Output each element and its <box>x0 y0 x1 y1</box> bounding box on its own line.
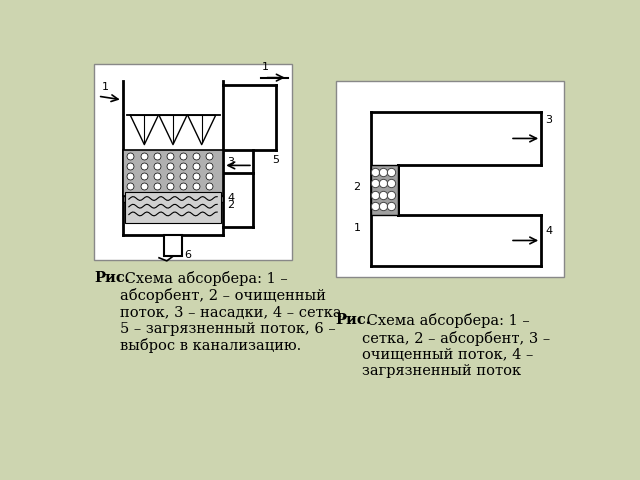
Bar <box>371 166 397 216</box>
Bar <box>164 235 182 256</box>
Text: 1: 1 <box>102 82 109 92</box>
Text: 3: 3 <box>227 157 234 168</box>
Bar <box>123 196 223 203</box>
Text: 4: 4 <box>227 193 234 203</box>
Text: 4: 4 <box>545 226 552 236</box>
Bar <box>336 81 564 277</box>
Text: 5: 5 <box>272 155 279 165</box>
Bar <box>125 192 221 223</box>
Text: 1: 1 <box>262 62 269 72</box>
Text: Схема абсорбера: 1 –
абсорбент, 2 – очищенный
поток, 3 – насадки, 4 – сетка,
5 –: Схема абсорбера: 1 – абсорбент, 2 – очищ… <box>120 271 347 353</box>
Text: Схема абсорбера: 1 –
сетка, 2 – абсорбент, 3 –
очищенный поток, 4 –
загрязненный: Схема абсорбера: 1 – сетка, 2 – абсорбен… <box>362 313 550 378</box>
Text: Рис.: Рис. <box>336 313 371 327</box>
Bar <box>123 150 223 196</box>
Text: 2: 2 <box>227 200 234 210</box>
Bar <box>94 64 292 260</box>
Text: 6: 6 <box>184 250 191 260</box>
Text: 1: 1 <box>353 223 360 233</box>
Text: 3: 3 <box>545 115 552 125</box>
Text: Рис.: Рис. <box>94 271 130 285</box>
Text: 2: 2 <box>353 182 361 192</box>
